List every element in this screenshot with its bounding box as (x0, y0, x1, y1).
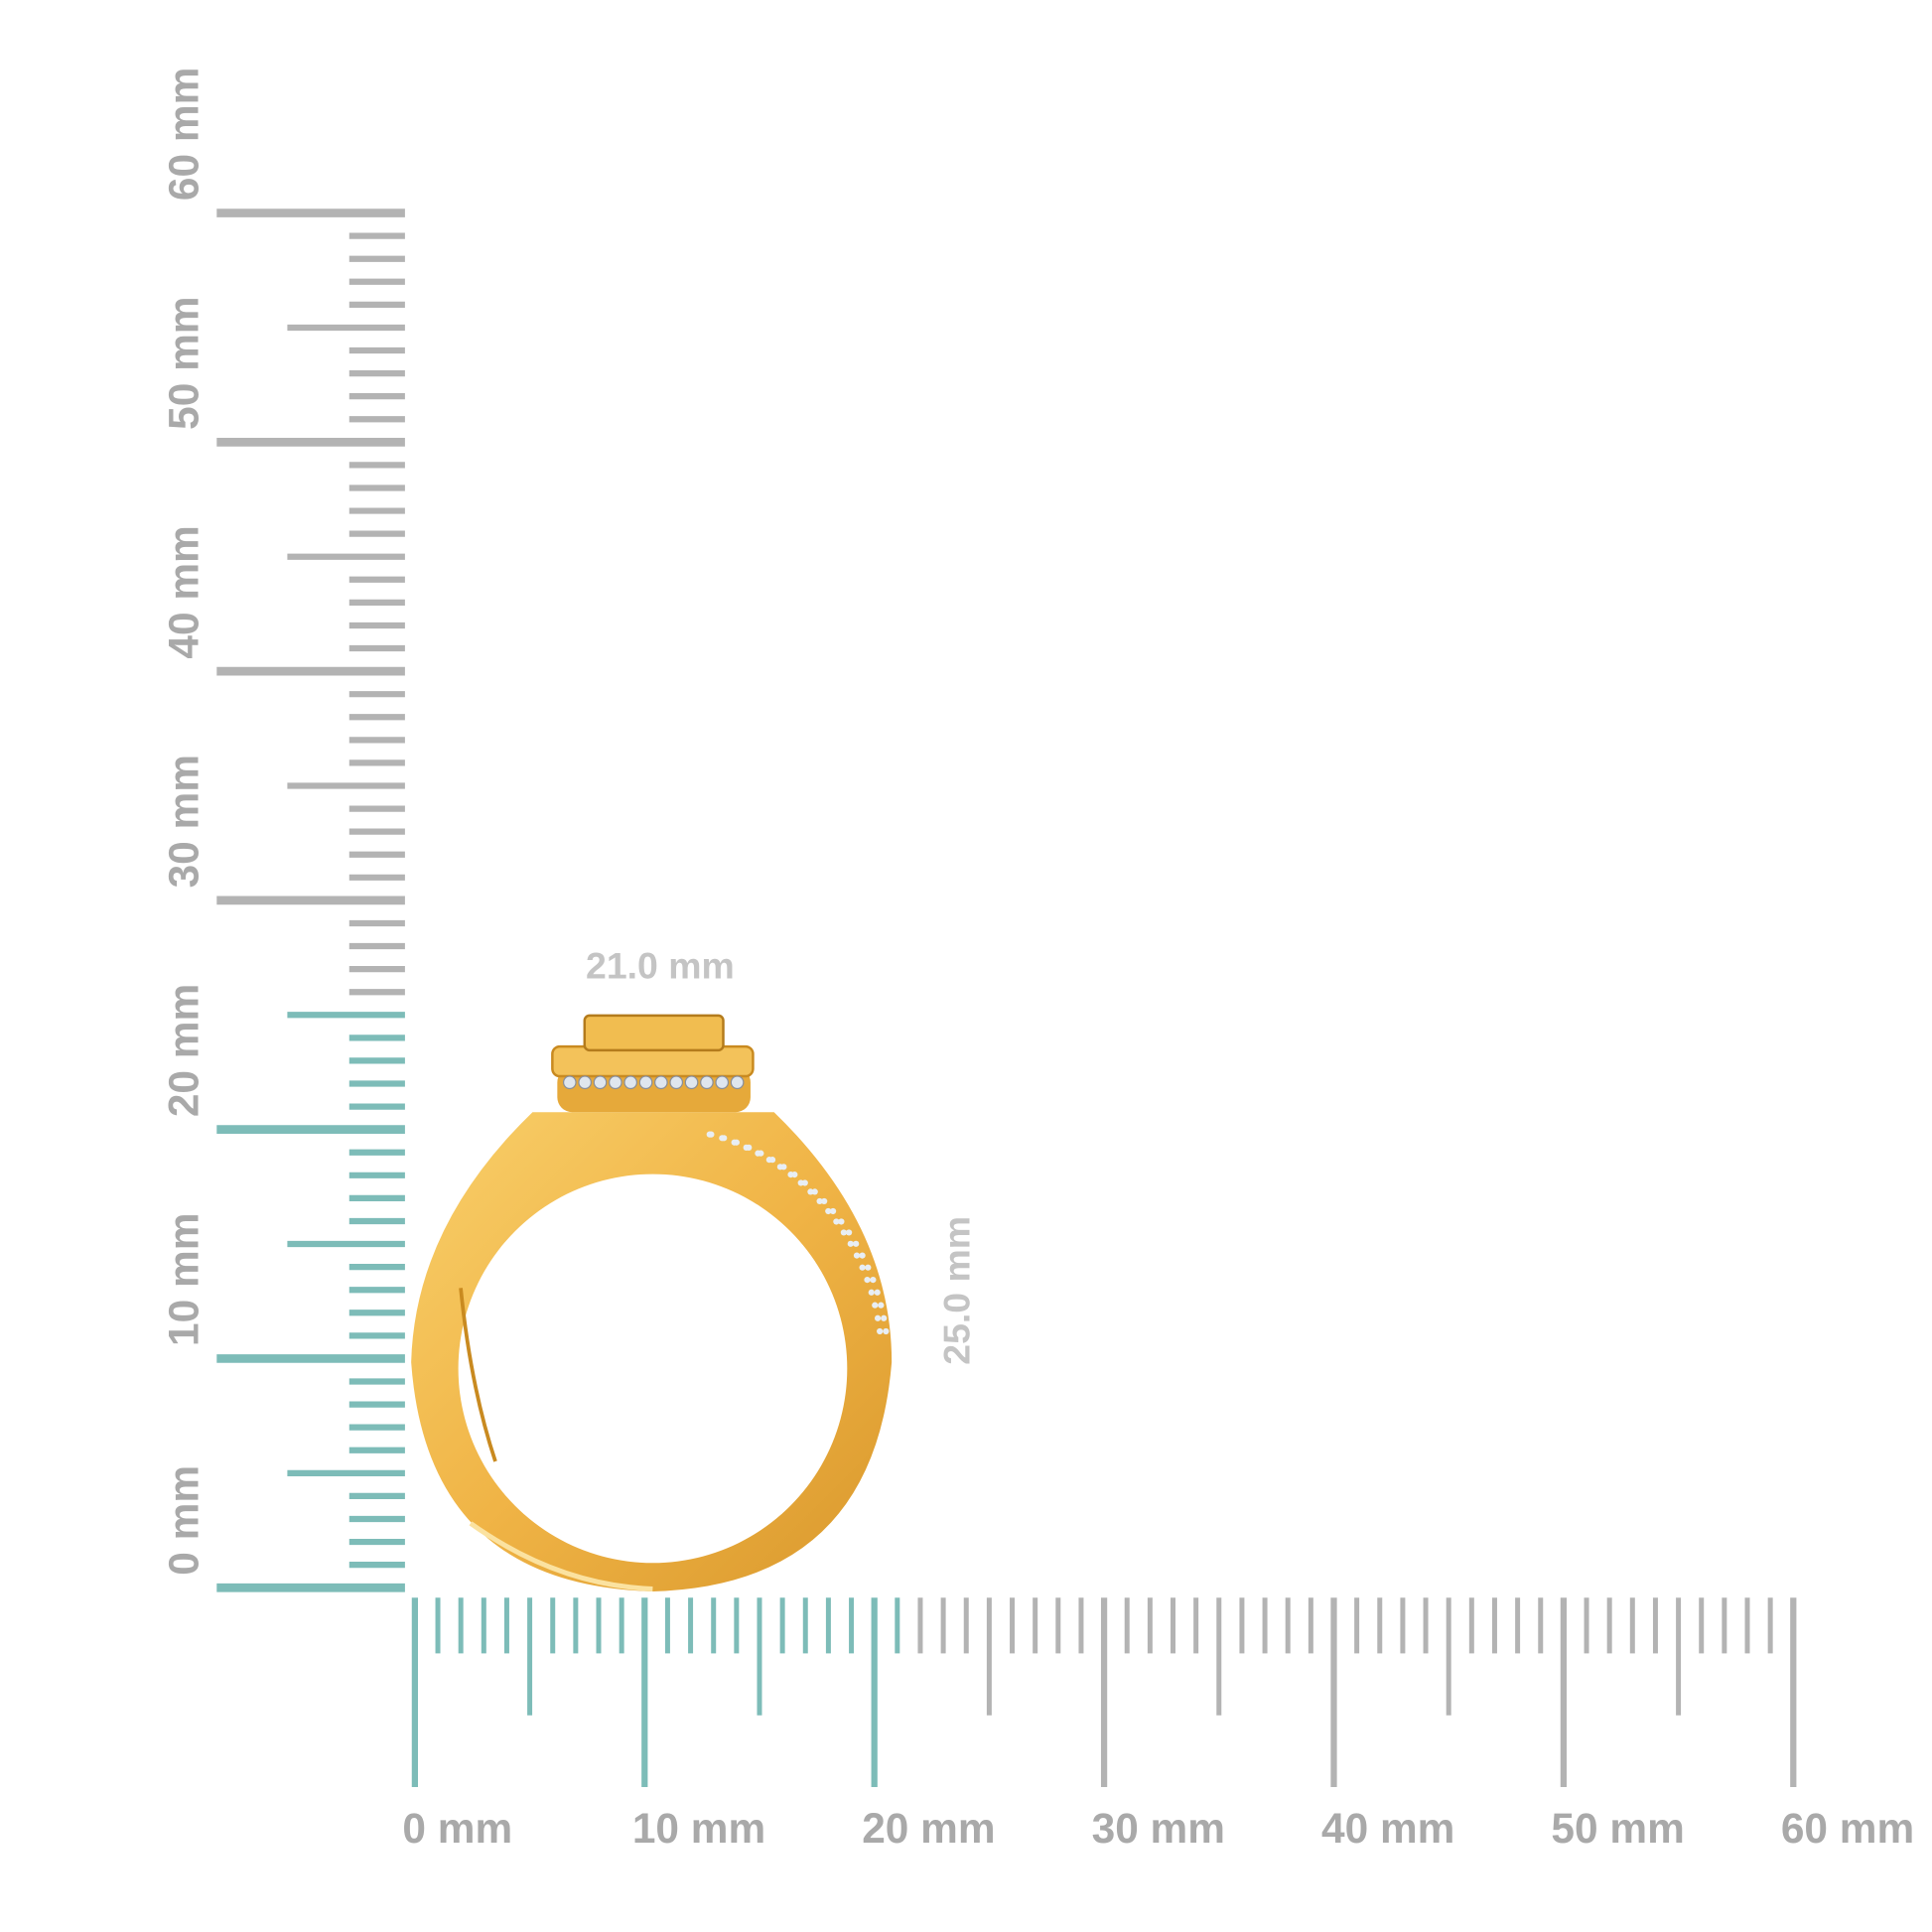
diamond (864, 1276, 871, 1284)
diamond (847, 1240, 854, 1247)
diamond (811, 1188, 818, 1195)
vertical-ruler-labels: 0 mm 10 mm 20 mm 30 mm 40 mm 50 mm 60 mm (161, 68, 207, 1576)
ring-band (411, 1112, 893, 1591)
diamond (715, 1075, 730, 1090)
diamond (608, 1075, 622, 1090)
vertical-tick-label: 0 mm (161, 1465, 207, 1576)
horizontal-tick-label: 40 mm (1321, 1805, 1454, 1852)
diamond (719, 1135, 726, 1142)
horizontal-tick-label: 0 mm (402, 1805, 512, 1852)
diamond (859, 1264, 866, 1271)
diamond (872, 1302, 879, 1309)
diamond (868, 1289, 875, 1296)
diamond (654, 1075, 668, 1090)
diamond (743, 1144, 750, 1151)
diamond (807, 1188, 814, 1195)
diamond (638, 1075, 653, 1090)
horizontal-tick-label: 30 mm (1092, 1805, 1225, 1852)
vertical-tick-label: 10 mm (161, 1213, 207, 1346)
diamond (878, 1302, 885, 1309)
diamond (877, 1327, 884, 1335)
diamond (684, 1075, 699, 1090)
diamond (578, 1075, 593, 1090)
diamond (870, 1276, 877, 1284)
diamond (593, 1075, 608, 1090)
diamond (833, 1218, 840, 1225)
diamond (706, 1131, 713, 1138)
horizontal-tick-label: 20 mm (862, 1805, 995, 1852)
vertical-tick-label: 30 mm (161, 755, 207, 888)
diamond (883, 1327, 890, 1335)
diamond (821, 1197, 828, 1205)
diamond (623, 1075, 638, 1090)
vertical-tick-label: 40 mm (161, 525, 207, 658)
diamond (731, 1139, 738, 1146)
vertical-tick-label: 50 mm (161, 296, 207, 429)
diamond (730, 1075, 745, 1090)
diamond (865, 1264, 872, 1271)
diamond (755, 1150, 761, 1157)
diamond (853, 1240, 860, 1247)
horizontal-ruler-labels: 0 mm 10 mm 20 mm 30 mm 40 mm 50 mm 60 mm (402, 1805, 1914, 1852)
diamond (562, 1075, 577, 1090)
vertical-ruler (216, 208, 405, 1592)
diamond-row (562, 1075, 890, 1335)
diamond (853, 1252, 861, 1259)
diamond (838, 1218, 845, 1225)
diamond (700, 1075, 714, 1090)
diamond (845, 1229, 853, 1236)
diamond (859, 1252, 866, 1259)
diamond (874, 1289, 881, 1296)
diamond (787, 1171, 794, 1178)
horizontal-ruler (411, 1597, 1797, 1788)
vertical-tick-label: 20 mm (161, 984, 207, 1117)
diamond (840, 1229, 848, 1236)
diamond (874, 1314, 882, 1321)
ring-image (411, 1014, 893, 1591)
horizontal-tick-label: 50 mm (1551, 1805, 1684, 1852)
ring-center-setting (583, 1014, 725, 1052)
diamond (829, 1207, 837, 1215)
width-dimension-label: 21.0 mm (586, 944, 735, 986)
vertical-tick-label: 60 mm (161, 68, 207, 201)
ring-band-inner-edge (459, 1288, 497, 1462)
height-dimension-label: 25.0 mm (936, 1216, 978, 1365)
diamond (776, 1164, 784, 1171)
diamond (797, 1179, 804, 1186)
horizontal-tick-label: 10 mm (632, 1805, 765, 1852)
diamond (669, 1075, 684, 1090)
diamond (881, 1314, 888, 1321)
ring-band-highlight (469, 1521, 653, 1591)
diamond (816, 1197, 823, 1205)
horizontal-tick-label: 60 mm (1781, 1805, 1914, 1852)
diamond (825, 1207, 832, 1215)
diamond (765, 1157, 772, 1164)
